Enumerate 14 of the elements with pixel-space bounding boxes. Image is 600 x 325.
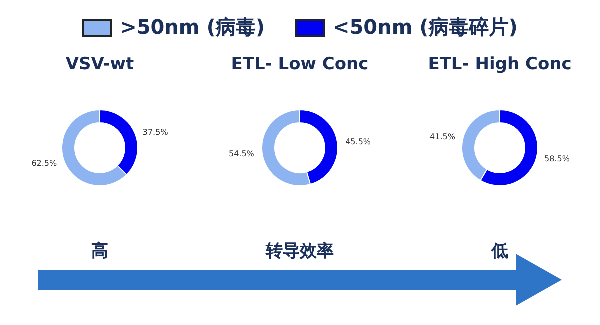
text: 转导效率 — [265, 242, 334, 262]
data-label: 45.5% — [346, 138, 372, 147]
data-label: 58.5% — [544, 154, 570, 164]
text: 高 — [92, 242, 108, 262]
legend-label: <50nm (病毒碎片) — [333, 14, 518, 41]
text: 低 — [490, 242, 508, 262]
data-label: 41.5% — [430, 132, 456, 142]
legend-label: >50nm (病毒) — [120, 14, 265, 41]
data-label: 62.5% — [32, 159, 58, 168]
data-label: 37.5% — [142, 128, 169, 137]
data-label: 54.5% — [228, 149, 255, 158]
chart-title: ETL- High Conc — [428, 54, 572, 74]
chart-title: ETL- Low Conc — [231, 54, 369, 74]
text: VSV-wt — [66, 54, 134, 74]
